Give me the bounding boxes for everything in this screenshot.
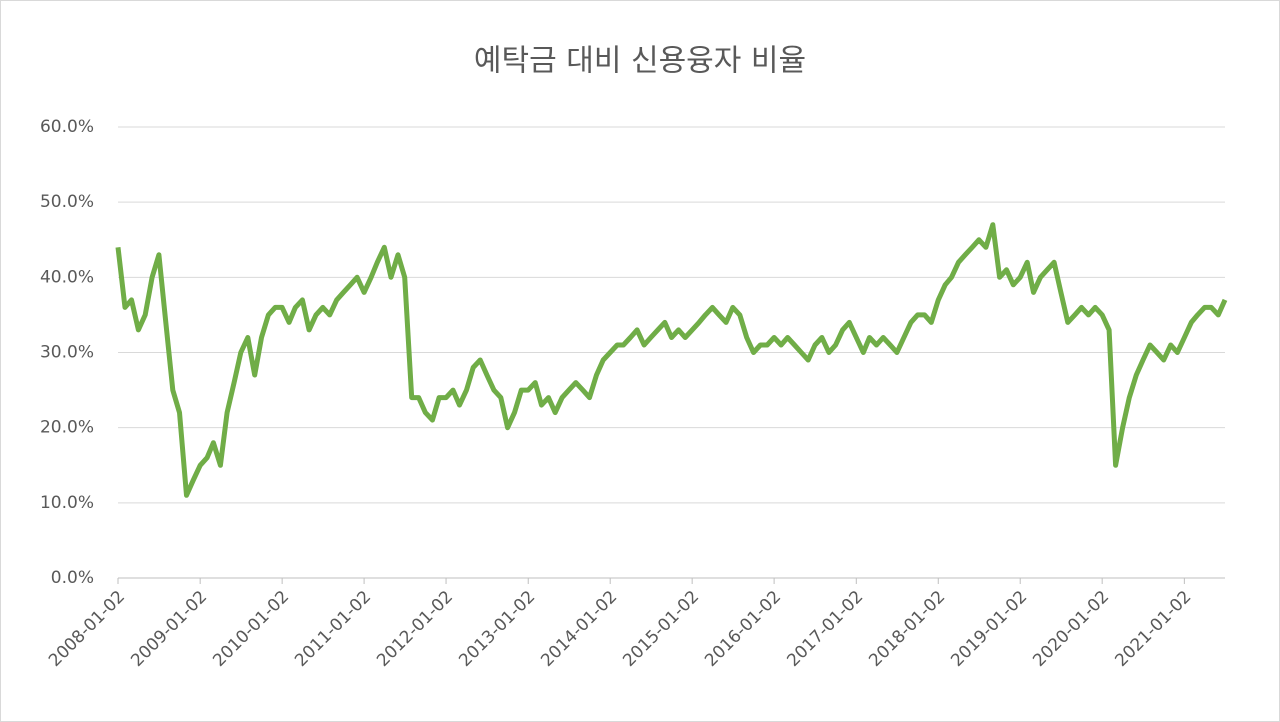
y-tick-label: 40.0%: [40, 267, 94, 287]
y-tick-label: 0.0%: [51, 568, 94, 588]
line-series: [115, 222, 1228, 498]
y-tick-label: 60.0%: [40, 117, 94, 137]
chart-title: 예탁금 대비 신용융자 비율: [474, 44, 806, 79]
y-tick-label: 20.0%: [40, 418, 94, 438]
y-tick-label: 10.0%: [40, 493, 94, 513]
y-tick-label: 50.0%: [40, 192, 94, 212]
y-tick-label: 30.0%: [40, 343, 94, 363]
